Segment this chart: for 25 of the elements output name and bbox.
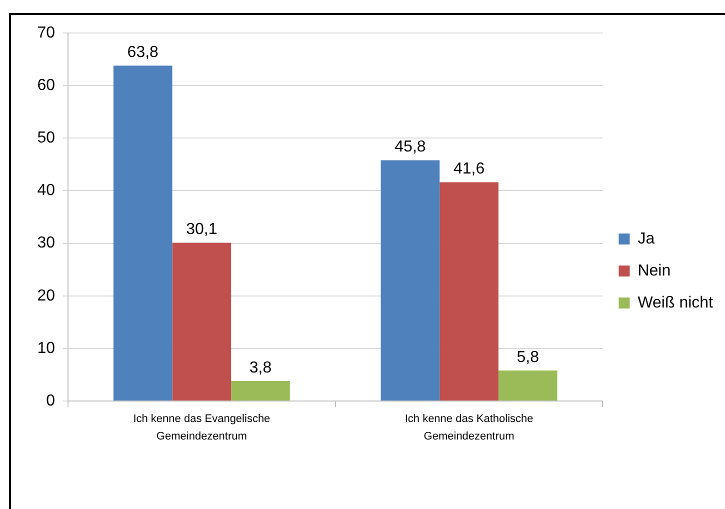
data-label: 45,8	[394, 138, 426, 156]
data-label: 41,6	[453, 160, 485, 178]
y-tick-label: 60	[37, 76, 56, 94]
y-tick-label: 0	[46, 392, 56, 410]
legend-label: Nein	[638, 262, 671, 280]
data-label: 5,8	[516, 348, 540, 366]
y-tick-label: 70	[37, 24, 56, 42]
data-label: 63,8	[127, 44, 159, 61]
bar	[231, 381, 290, 400]
y-tick-label: 20	[37, 287, 56, 304]
y-tick-label: 40	[37, 182, 56, 200]
bar	[380, 160, 440, 400]
data-label: 30,1	[186, 221, 218, 238]
y-tick-label: 50	[37, 130, 56, 147]
x-tick-label: Ich kenne das Evangelische Gemeindezentrum	[133, 412, 270, 442]
bar	[440, 182, 498, 400]
data-label: 3,8	[249, 359, 272, 376]
legend-label: Weiß nicht	[638, 294, 714, 312]
y-tick-label: 10	[37, 340, 56, 357]
bar	[113, 66, 172, 400]
x-tick-label: Ich kenne das Katholische Gemeindezentrum	[404, 412, 534, 442]
bar	[172, 242, 232, 400]
bar	[498, 370, 558, 400]
legend-label: Ja	[638, 230, 655, 248]
y-tick-label: 30	[37, 234, 56, 252]
